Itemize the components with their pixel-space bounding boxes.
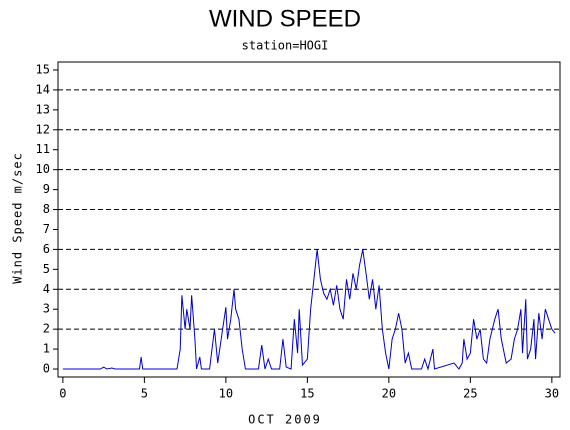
wind-speed-line [62, 249, 556, 371]
x-axis-label: OCT 2009 [248, 413, 322, 427]
x-tick-label: 0 [59, 387, 66, 401]
y-tick-label: 8 [43, 202, 50, 216]
x-tick-label: 25 [463, 387, 477, 401]
y-tick-label: 14 [36, 82, 50, 96]
plot-frame [57, 61, 561, 378]
y-tick-label: 15 [36, 62, 50, 76]
x-tick-label: 15 [300, 387, 314, 401]
x-tick-label: 30 [545, 387, 559, 401]
y-tick-label: 12 [36, 122, 50, 136]
y-axis-label: Wind Speed m/sec [11, 152, 25, 284]
y-tick-label: 1 [43, 342, 50, 356]
y-tick-label: 3 [43, 302, 50, 316]
y-tick-label: 7 [43, 222, 50, 236]
y-tick-label: 2 [43, 322, 50, 336]
x-tick-label: 20 [382, 387, 396, 401]
x-tick-label: 5 [141, 387, 148, 401]
chart-title: WIND SPEED [209, 5, 361, 32]
y-tick-label: 5 [43, 262, 50, 276]
chart-subtitle: station=HOGI [242, 39, 329, 53]
y-tick-label: 9 [43, 182, 50, 196]
y-tick-label: 13 [36, 102, 50, 116]
y-tick-label: 6 [43, 242, 50, 256]
x-tick-label: 10 [219, 387, 233, 401]
y-tick-label: 4 [43, 282, 50, 296]
y-tick-label: 11 [36, 142, 50, 156]
y-tick-label: 10 [36, 162, 50, 176]
y-tick-label: 0 [43, 362, 50, 376]
